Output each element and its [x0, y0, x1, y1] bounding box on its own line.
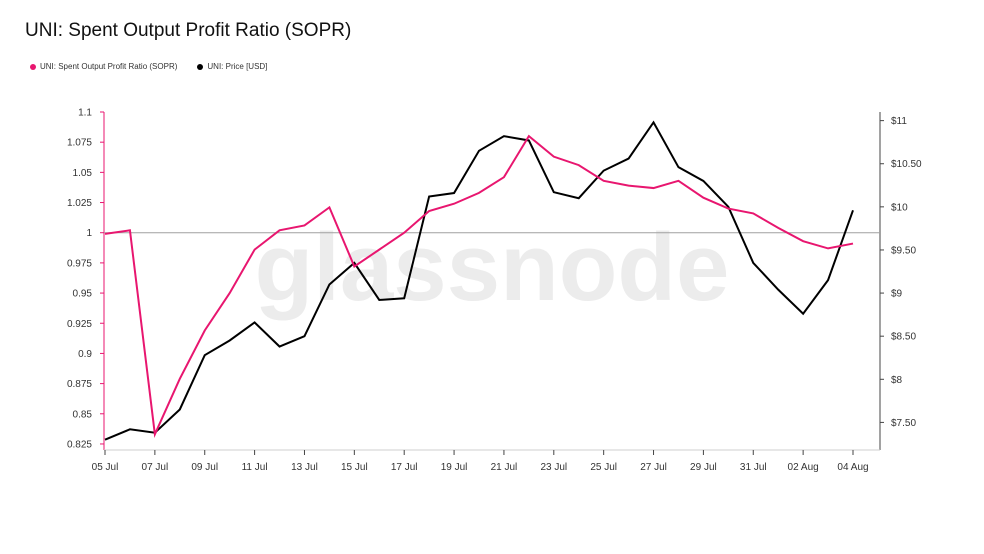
legend-dot-sopr [30, 63, 36, 70]
right-tick-label: $9.50 [891, 245, 916, 256]
x-axis: 05 Jul 07 Jul 09 Jul 11 Jul 13 Jul 15 Jul 17 J… [92, 449, 880, 473]
left-tick-label: 1.025 [67, 198, 92, 209]
x-tick-label: 11 Jul [242, 462, 268, 473]
right-tick-label: $8.50 [891, 332, 916, 343]
x-tick-label: 25 Jul [590, 462, 617, 473]
right-tick-label: $10 [891, 202, 908, 213]
legend-dot-price [197, 63, 204, 70]
right-tick-label: $11 [891, 116, 907, 127]
left-tick-label: 1.075 [67, 138, 92, 149]
left-tick-label: 0.825 [67, 439, 92, 450]
right-tick-label: $8 [891, 375, 903, 386]
right-axis: $11 $10.50 $10 $9.50 $9 $8.50 $8 $7.50 [879, 112, 922, 450]
x-tick-label: 15 Jul [341, 462, 368, 473]
series-line-price [104, 120, 854, 441]
left-tick-label: 1.05 [73, 168, 93, 179]
legend-label-price: UNI: Price [USD] [207, 62, 268, 71]
right-tick-label: $7.50 [891, 418, 916, 429]
right-tick-label: $10.50 [891, 159, 922, 170]
left-tick-label: 1 [86, 228, 92, 239]
x-tick-label: 19 Jul [441, 462, 468, 473]
x-tick-label: 23 Jul [540, 462, 567, 473]
x-tick-label: 21 Jul [491, 462, 518, 473]
x-tick-label: 02 Aug [788, 462, 819, 473]
chart-title: UNI: Spent Output Profit Ratio (SOPR) [25, 20, 352, 41]
right-tick-label: $9 [891, 289, 903, 300]
left-tick-label: 1.1 [78, 108, 92, 119]
legend-item-price[interactable]: UNI: Price [USD] [197, 62, 267, 71]
x-tick-label: 09 Jul [191, 462, 218, 473]
x-tick-label: 05 Jul [92, 462, 119, 473]
left-axis: 1.1 1.075 1.05 1.025 1 0.975 0.95 0.925 0.9 0.875… [67, 108, 105, 450]
left-tick-label: 0.975 [67, 258, 92, 269]
legend-item-sopr[interactable]: UNI: Spent Output Profit Ratio (SOPR) [30, 62, 177, 71]
x-tick-label: 27 Jul [640, 462, 667, 473]
left-tick-label: 0.925 [67, 319, 92, 330]
left-tick-label: 0.875 [67, 379, 92, 390]
chart-legend: UNI: Spent Output Profit Ratio (SOPR) UN… [30, 62, 267, 71]
glassnode-watermark: glassnode [255, 214, 730, 321]
left-tick-label: 0.85 [73, 409, 93, 420]
left-tick-label: 0.9 [78, 349, 92, 360]
x-tick-label: 13 Jul [291, 462, 318, 473]
left-tick-label: 0.95 [73, 289, 93, 300]
legend-label-sopr: UNI: Spent Output Profit Ratio (SOPR) [40, 62, 178, 71]
x-tick-label: 07 Jul [142, 462, 169, 473]
x-tick-label: 17 Jul [391, 462, 418, 473]
x-tick-label: 04 Aug [837, 462, 868, 473]
x-tick-label: 31 Jul [740, 462, 767, 473]
x-tick-label: 29 Jul [690, 462, 717, 473]
series-line-sopr [104, 134, 854, 438]
